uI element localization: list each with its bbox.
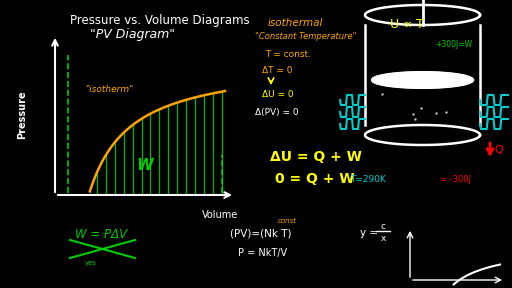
Text: Pressure: Pressure bbox=[17, 91, 27, 139]
Text: Q: Q bbox=[494, 145, 503, 155]
Text: P = NkT/V: P = NkT/V bbox=[238, 248, 287, 258]
Polygon shape bbox=[372, 72, 473, 88]
Text: isothermal: isothermal bbox=[268, 18, 324, 28]
Text: Δ(PV) = 0: Δ(PV) = 0 bbox=[255, 108, 298, 117]
Text: const: const bbox=[278, 218, 297, 224]
Text: ΔU = Q + W: ΔU = Q + W bbox=[270, 150, 362, 164]
Text: U ∝ T: U ∝ T bbox=[390, 18, 424, 31]
Text: W: W bbox=[137, 158, 154, 173]
Text: "Constant Temperature": "Constant Temperature" bbox=[255, 32, 356, 41]
Text: "isotherm": "isotherm" bbox=[85, 86, 133, 94]
Text: 0 = Q + W: 0 = Q + W bbox=[275, 172, 354, 186]
Text: y =: y = bbox=[360, 228, 381, 238]
Text: Pressure vs. Volume Diagrams: Pressure vs. Volume Diagrams bbox=[70, 14, 250, 27]
Text: W = PΔV: W = PΔV bbox=[75, 228, 127, 241]
Text: T = const.: T = const. bbox=[265, 50, 311, 59]
Text: ΔT = 0: ΔT = 0 bbox=[262, 66, 292, 75]
Text: "PV Diagram": "PV Diagram" bbox=[90, 28, 175, 41]
Text: +300J=W: +300J=W bbox=[435, 40, 472, 49]
Text: yes: yes bbox=[85, 260, 97, 266]
Text: x: x bbox=[380, 234, 386, 243]
Text: Volume: Volume bbox=[202, 210, 238, 220]
Text: c: c bbox=[380, 222, 386, 231]
Text: T=290K: T=290K bbox=[350, 175, 386, 184]
Text: ΔU = 0: ΔU = 0 bbox=[262, 90, 293, 99]
Text: = -300J: = -300J bbox=[440, 175, 471, 184]
Text: (PV)=(Nk T): (PV)=(Nk T) bbox=[230, 228, 291, 238]
